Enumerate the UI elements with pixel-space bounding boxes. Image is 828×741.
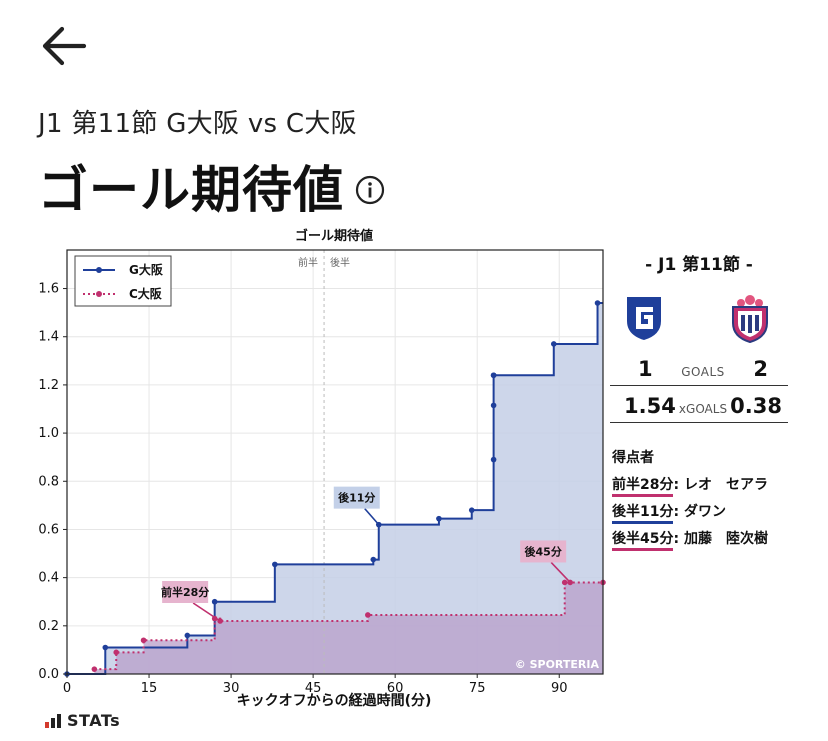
- c-osaka-point: [365, 612, 371, 618]
- xgoals-row: 1.54 xGOALS 0.38: [610, 386, 788, 423]
- away-xg: 0.38: [730, 394, 782, 418]
- g-osaka-point: [490, 456, 497, 463]
- xg-label: xGOALS: [678, 402, 728, 416]
- annotation-box: [520, 540, 567, 563]
- cerezo-osaka-crest-icon: [732, 295, 768, 343]
- c-osaka-point: [140, 637, 147, 644]
- x-tick-label: 15: [141, 681, 158, 696]
- annotation-arrow: [364, 508, 380, 526]
- y-tick-label: 1.0: [38, 426, 59, 441]
- annotation-box: [162, 581, 209, 603]
- brand-text: STATs: [67, 711, 121, 730]
- legend-marker: [96, 291, 102, 297]
- g-osaka-point: [468, 507, 475, 513]
- x-tick-label: 75: [469, 681, 486, 696]
- c-osaka-area: [94, 582, 604, 674]
- y-tick-label: 1.6: [38, 282, 59, 297]
- footer-brand: STATs: [44, 711, 120, 730]
- c-osaka-point: [561, 579, 568, 586]
- y-tick-label: 0.6: [38, 522, 59, 537]
- annotation-label: 前半28分: [161, 585, 209, 599]
- annotation-arrow: [550, 561, 571, 584]
- title-row: ゴール期待値: [38, 150, 386, 222]
- legend-box: [74, 255, 172, 307]
- gamba-osaka-crest-icon: [627, 297, 661, 340]
- x-tick-label: 90: [551, 681, 568, 696]
- c-osaka-point: [113, 649, 120, 656]
- page-title: ゴール期待値: [38, 161, 344, 219]
- g-osaka-point: [436, 515, 442, 522]
- match-summary-panel: - J1 第11節 - 1 GOALS 2 1.54 xGOALS 0.38 得…: [610, 250, 788, 551]
- g-osaka-line: [67, 302, 603, 675]
- goals-label: GOALS: [681, 365, 725, 379]
- goals-row: 1 GOALS 2: [610, 347, 788, 386]
- scorer-time: 前半28分: [612, 477, 674, 497]
- g-osaka-point: [594, 300, 601, 306]
- y-tick-label: 0.2: [38, 619, 59, 634]
- watermark: © SPORTERIA: [515, 658, 600, 671]
- chart-title: ゴール期待値: [295, 228, 373, 244]
- scorer-name: : レオ セアラ: [673, 477, 768, 493]
- x-axis-label: キックオフからの経過時間(分): [237, 692, 432, 708]
- match-round-title: - J1 第11節 -: [645, 255, 753, 275]
- scorers-heading: 得点者: [612, 450, 654, 466]
- x-tick-label: 60: [387, 681, 404, 696]
- y-tick-label: 0.4: [38, 571, 59, 586]
- team-logos: [610, 289, 788, 347]
- g-osaka-point: [370, 556, 377, 563]
- y-tick-label: 0.0: [38, 667, 59, 682]
- g-osaka-point: [211, 598, 218, 605]
- annotation-box: [333, 486, 380, 509]
- g-osaka-point: [490, 372, 497, 379]
- c-osaka-point: [91, 666, 98, 672]
- g-osaka-point: [490, 402, 497, 409]
- scorer-time: 後半45分: [612, 531, 674, 551]
- back-arrow-icon[interactable]: [38, 22, 90, 70]
- y-tick-label: 1.2: [38, 378, 59, 393]
- plot-frame: [66, 249, 604, 675]
- y-tick-label: 1.4: [38, 330, 59, 345]
- home-xg: 1.54: [624, 394, 676, 418]
- legend-label: C大阪: [129, 286, 163, 301]
- bar-chart-icon: [45, 713, 61, 728]
- legend-marker: [96, 267, 102, 273]
- g-osaka-point: [550, 341, 557, 347]
- g-osaka-point: [272, 561, 278, 568]
- x-tick-label: 30: [223, 681, 240, 696]
- g-osaka-point: [184, 632, 191, 639]
- scorer-name: : 加藤 陸次樹: [673, 531, 768, 547]
- scorer-time: 後半11分: [612, 504, 674, 524]
- away-goals: 2: [753, 357, 768, 381]
- x-tick-label: 45: [305, 681, 322, 696]
- scorer-item: 後半11分: ダワン: [612, 501, 788, 524]
- annotation-label: 後45分: [525, 544, 562, 558]
- legend-label: G大阪: [129, 262, 164, 277]
- info-icon[interactable]: [354, 174, 386, 206]
- scorer-item: 後半45分: 加藤 陸次樹: [612, 528, 788, 551]
- scorer-name: : ダワン: [673, 504, 726, 520]
- g-osaka-point: [102, 644, 109, 651]
- scorer-item: 前半28分: レオ セアラ: [612, 474, 788, 497]
- halftime-left-label: 前半: [298, 256, 318, 269]
- match-subtitle: J1 第11節 G大阪 vs C大阪: [38, 109, 357, 139]
- y-tick-label: 0.8: [38, 474, 59, 489]
- halftime-right-label: 後半: [330, 256, 350, 269]
- annotation-arrow: [192, 602, 221, 622]
- x-tick-label: 0: [63, 681, 71, 696]
- g-osaka-area: [67, 303, 603, 674]
- home-goals: 1: [638, 357, 653, 381]
- annotation-label: 後11分: [338, 491, 375, 505]
